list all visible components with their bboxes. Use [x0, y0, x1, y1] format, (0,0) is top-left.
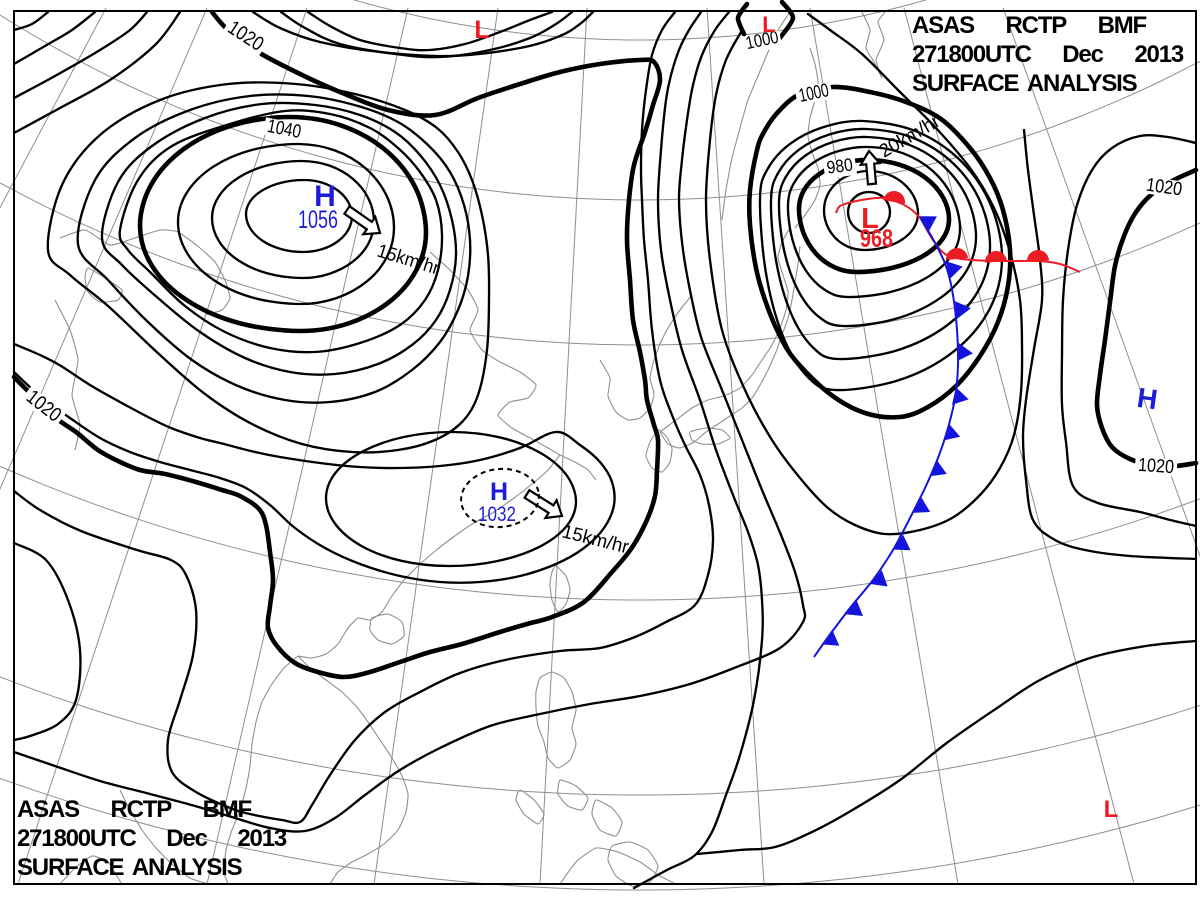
svg-text:968: 968 [860, 225, 893, 253]
svg-text:L: L [861, 203, 879, 235]
svg-text:1020: 1020 [1145, 175, 1184, 201]
svg-text:H: H [314, 180, 336, 213]
svg-text:L: L [474, 16, 489, 44]
svg-text:1056: 1056 [298, 206, 338, 234]
svg-text:1020: 1020 [1137, 455, 1174, 478]
svg-text:H: H [490, 478, 508, 506]
svg-text:L: L [762, 12, 775, 37]
svg-text:980: 980 [825, 154, 854, 177]
svg-text:1032: 1032 [478, 503, 516, 526]
svg-text:H: H [1135, 382, 1159, 416]
svg-text:L: L [1104, 796, 1119, 823]
